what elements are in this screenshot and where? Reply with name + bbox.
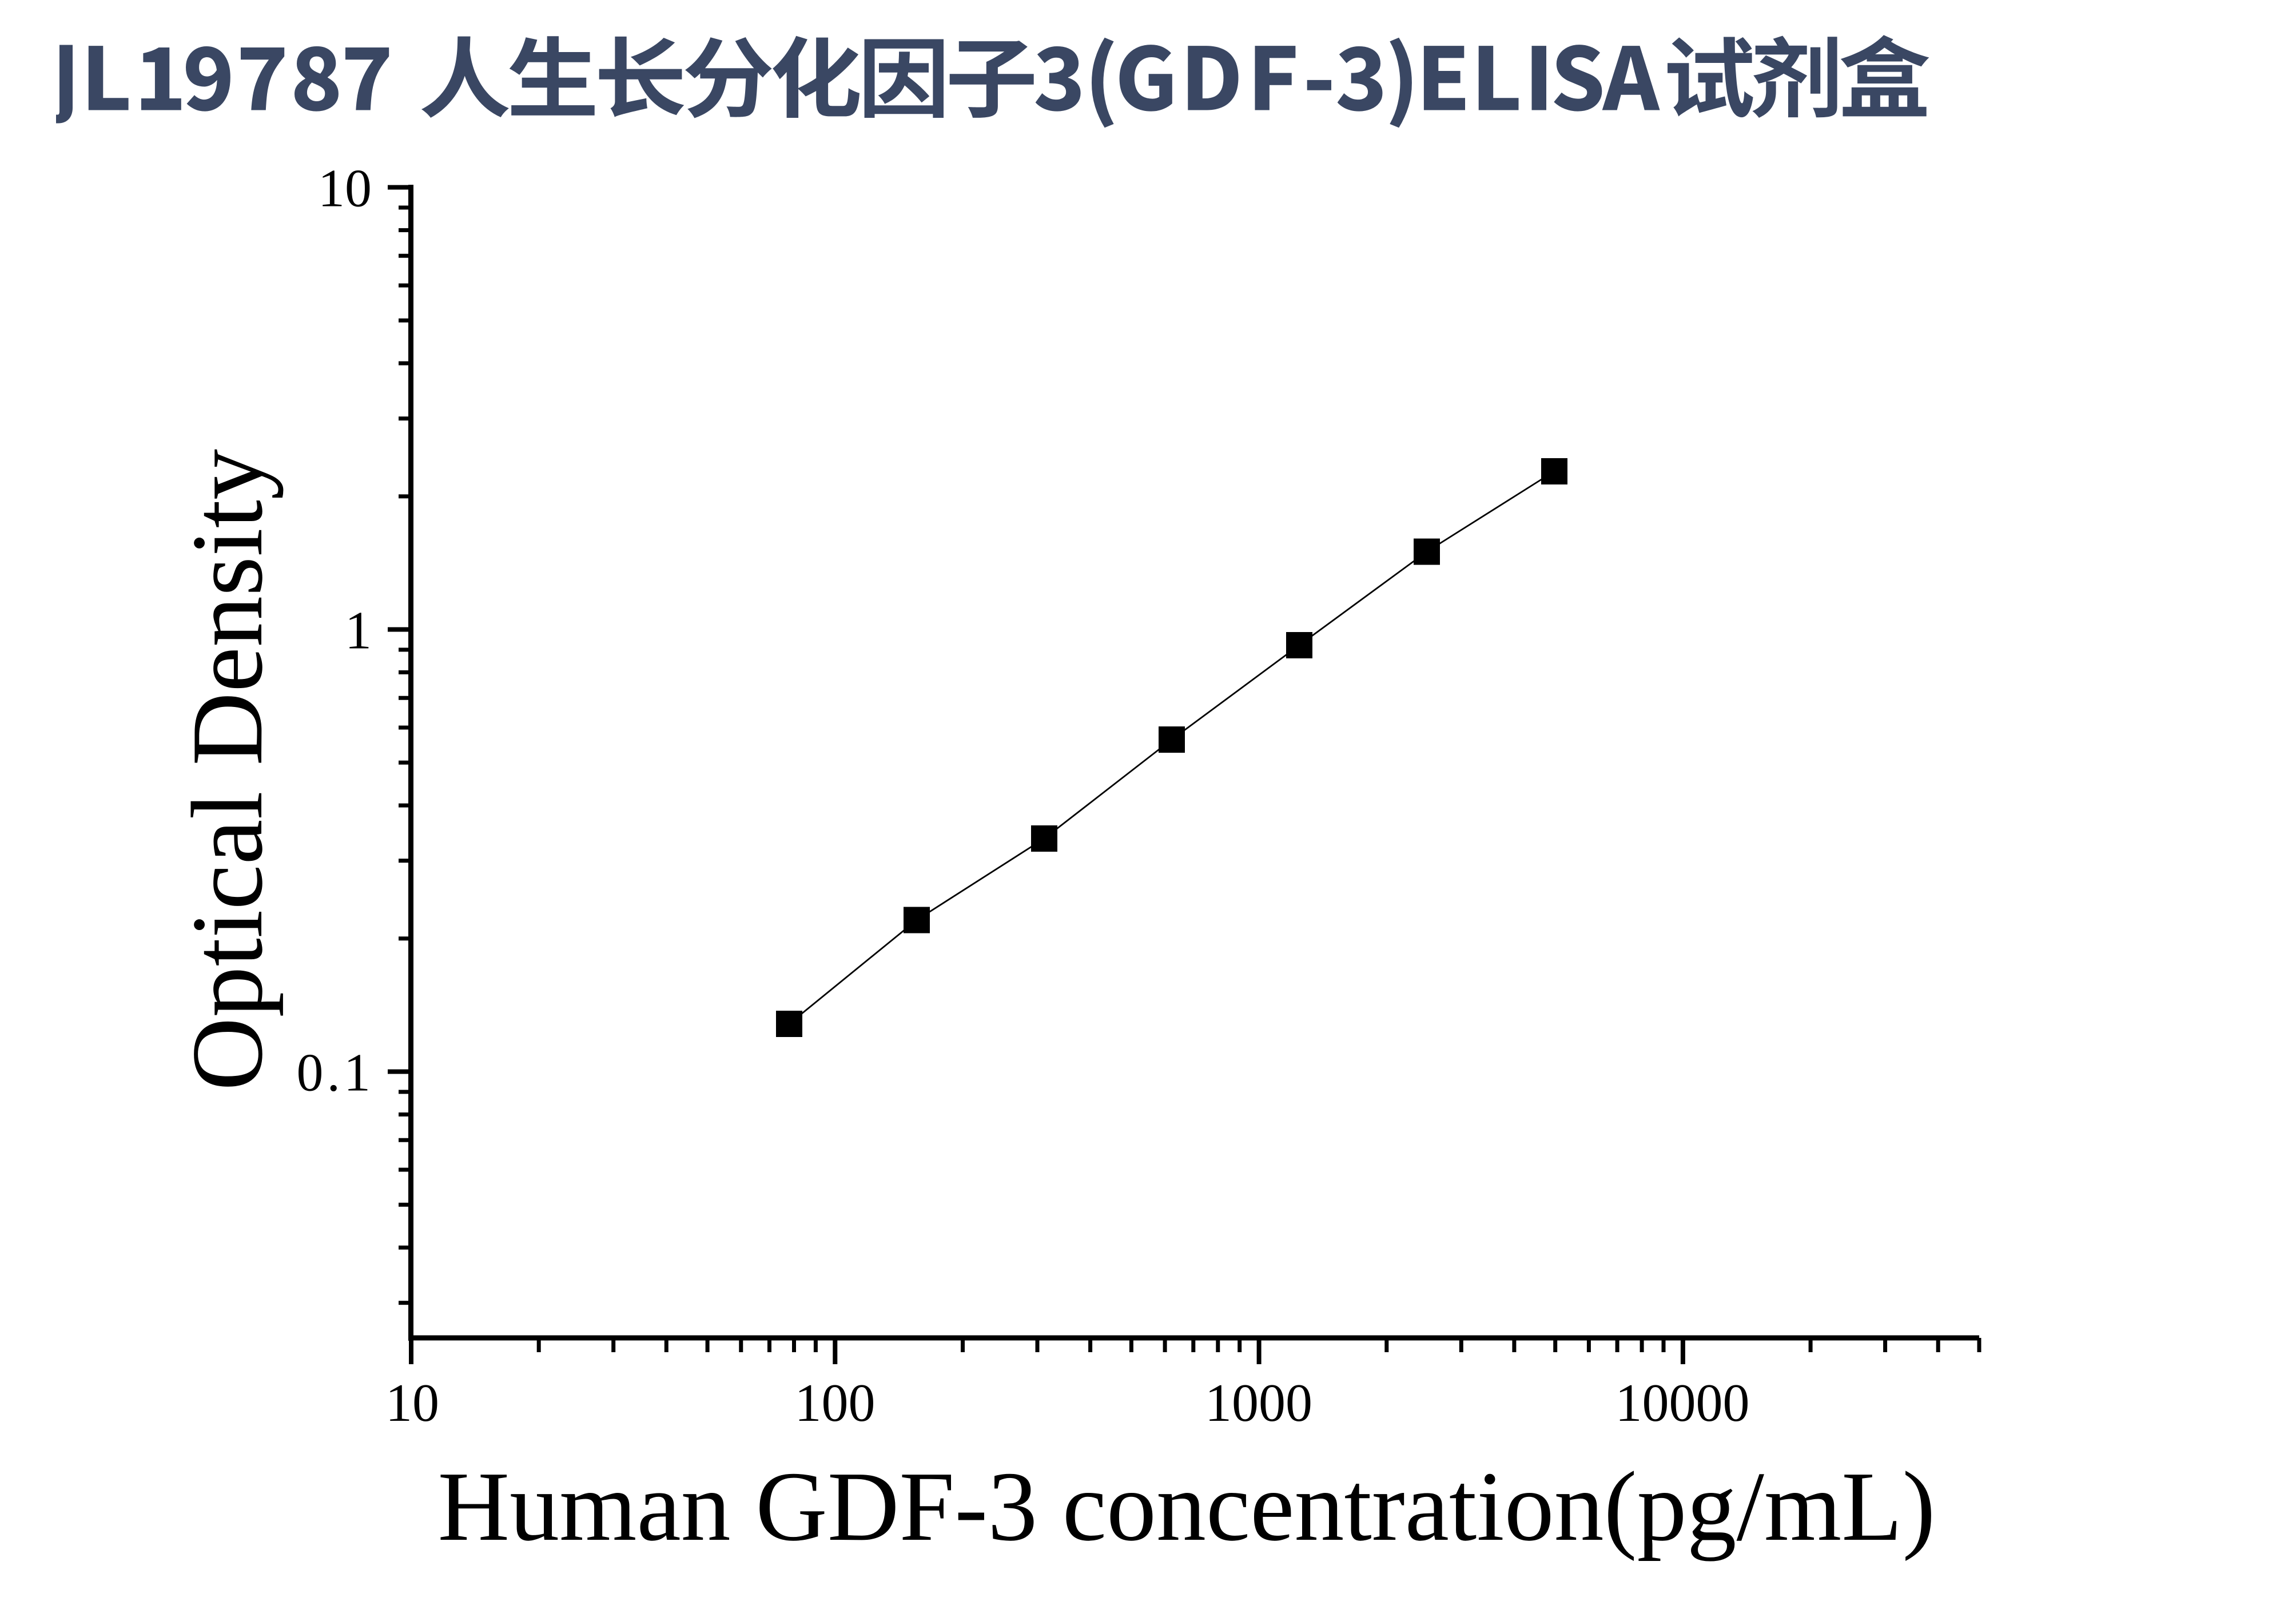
svg-text:10: 10 [385, 1373, 439, 1433]
svg-text:1000: 1000 [1205, 1373, 1312, 1433]
svg-text:Optical Density: Optical Density [170, 449, 284, 1091]
svg-text:100: 100 [795, 1373, 876, 1433]
svg-text:0.1: 0.1 [297, 1043, 375, 1103]
svg-text:1: 1 [345, 601, 372, 661]
svg-text:Human GDF-3 concentration(pg/m: Human GDF-3 concentration(pg/mL) [437, 1451, 1935, 1562]
svg-text:10: 10 [318, 159, 372, 218]
svg-text:10000: 10000 [1615, 1373, 1750, 1433]
